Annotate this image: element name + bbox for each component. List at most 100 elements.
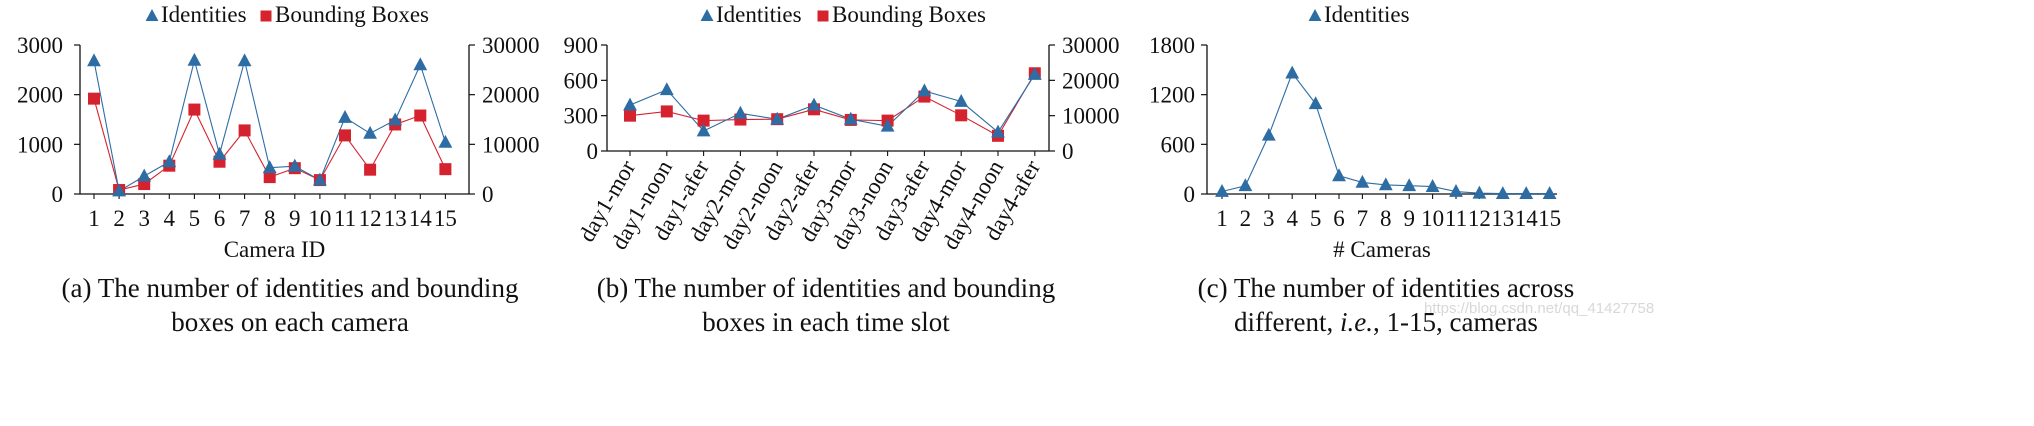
chart-b-point-identities [807,97,821,111]
chart-b-y-left-tick-label: 0 [587,139,599,164]
chart-a-point-identities [313,172,327,186]
chart-c-y-left-tick-label: 600 [1161,132,1196,157]
chart-b-y-left-tick-label: 900 [564,33,599,58]
chart-c-point-identities [1238,178,1253,192]
chart-b-point-identities [770,111,785,125]
chart-c-x-tick-label: 13 [1491,206,1514,231]
chart-a-point-identities [438,134,453,148]
chart-a-y-right-tick-label: 0 [482,182,494,207]
chart-a-x-tick-label: 10 [308,206,331,231]
chart-a-x-tick-label: 3 [138,206,150,231]
chart-a-x-tick-label: 1 [88,206,100,231]
chart-a-point-bounding-boxes [364,163,377,176]
chart-a-point-identities [162,154,177,168]
chart-c-x-tick-label: 14 [1515,206,1539,231]
chart-a-y-left-tick-label: 0 [52,182,64,207]
chart-c-point-identities [1355,174,1370,188]
chart-c-x-axis-title: # Cameras [1333,237,1431,262]
chart-b-point-identities [954,94,969,107]
chart-c-y-left-tick-label: 1200 [1149,83,1195,108]
watermark: https://blog.csdn.net/qq_41427758 [1424,300,1655,317]
chart-a-point-bounding-boxes [238,124,251,137]
chart-c-x-tick-label: 5 [1310,206,1322,231]
chart-a-x-tick-label: 8 [264,206,276,231]
chart-a-x-tick-label: 2 [113,206,125,231]
chart-c-legend-label: Identities [1324,2,1410,27]
chart-b-point-identities [917,83,932,97]
chart-b-point-identities [1027,66,1042,80]
chart-a-x-tick-label: 13 [384,206,407,231]
chart-b-point-bounding-boxes [697,114,710,127]
chart-c-point-identities [1402,178,1417,192]
chart-c-point-identities [1425,179,1440,192]
chart-b-point-identities [623,97,637,111]
chart-b-legend-label: Identities [716,2,802,27]
chart-a-x-axis-title: Camera ID [224,237,326,262]
chart-c-point-identities [1308,96,1323,110]
chart-a-legend-marker-bounding-boxes [260,10,272,22]
caption-c-post: , 1-15, cameras [1373,307,1538,337]
chart-c-x-tick-label: 3 [1263,206,1275,231]
chart-a-point-identities [87,53,101,67]
chart-a-point-identities [338,110,352,123]
chart-b-point-identities [991,124,1005,138]
chart-a-y-left-tick-label: 3000 [17,33,63,58]
chart-a-y-right-tick-label: 10000 [482,132,540,157]
chart-a-x-tick-label: 6 [214,206,226,231]
chart-a-legend-marker-identities [145,9,159,22]
chart-a-legend-label: Bounding Boxes [275,2,429,27]
chart-c-point-identities [1519,186,1534,199]
chart-a-point-identities [388,112,403,126]
chart-a-point-bounding-boxes [339,129,351,142]
chart-c-point-identities [1472,185,1487,199]
chart-a-point-identities [413,57,428,71]
chart-a-x-tick-label: 11 [334,206,356,231]
chart-c-x-tick-label: 11 [1445,206,1467,231]
chart-a-x-tick-label: 5 [189,206,201,231]
chart-a-x-tick-label: 9 [289,206,301,231]
chart-c-x-tick-label: 1 [1216,206,1228,231]
chart-a-point-bounding-boxes [188,103,201,116]
chart-a-point-identities [137,168,152,182]
chart-b-legend-label: Bounding Boxes [832,2,986,27]
chart-a-point-identities [112,183,126,197]
chart-a-point-identities [212,146,227,160]
chart-a-point-identities [187,52,202,66]
chart-a-x-tick-label: 7 [239,206,251,231]
chart-c-y-left-tick-label: 0 [1184,182,1196,207]
chart-a-y-left-tick-label: 2000 [17,83,63,108]
chart-c-y-left-tick-label: 1800 [1149,33,1195,58]
chart-c-point-identities [1378,177,1393,191]
chart-c-x-tick-label: 10 [1421,206,1444,231]
caption-b-line1: (b) The number of identities and boundin… [596,273,1056,303]
chart-b-point-bounding-boxes [660,105,673,118]
chart-a-point-identities [237,53,252,67]
caption-a-line1: (a) The number of identities and boundin… [61,273,519,303]
chart-c-point-identities [1261,127,1276,141]
caption-a-line2: boxes on each camera [171,307,409,337]
caption-c-em: i.e. [1340,307,1374,337]
chart-a-point-bounding-boxes [88,92,100,105]
chart-b-legend-marker-bounding-boxes [817,10,829,22]
chart-a-point-bounding-boxes [439,163,452,176]
caption-b-line2: boxes in each time slot [702,307,950,337]
chart-b-point-bounding-boxes [955,109,968,122]
chart-c-x-tick-label: 2 [1240,206,1252,231]
chart-c-x-tick-label: 9 [1403,206,1415,231]
chart-b-point-identities [880,118,895,132]
chart-b-y-left-tick-label: 600 [564,68,599,93]
caption-a: (a) The number of identities and boundin… [40,271,540,339]
chart-a-x-tick-label: 12 [359,206,382,231]
chart-c-x-tick-label: 7 [1357,206,1369,231]
chart-a-point-bounding-boxes [263,171,276,184]
chart-c-point-identities [1542,186,1557,199]
chart-a-point-identities [363,125,377,139]
chart-b-y-right-tick-label: 20000 [1062,68,1120,93]
chart-c-x-tick-label: 8 [1380,206,1392,231]
chart-c-point-identities [1215,184,1229,197]
chart-a-x-tick-label: 15 [434,206,457,231]
chart-a-point-identities [287,158,302,172]
chart-c-point-identities [1495,186,1510,199]
chart-c-x-tick-label: 15 [1538,206,1561,231]
